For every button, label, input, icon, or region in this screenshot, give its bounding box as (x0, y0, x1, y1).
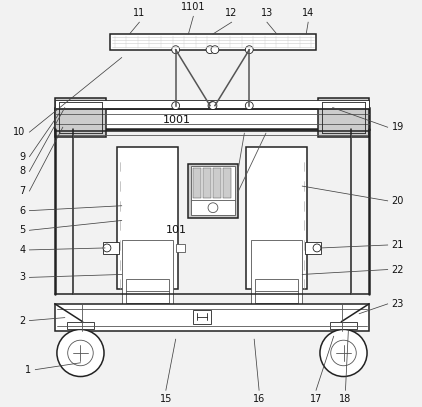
Text: 20: 20 (392, 196, 404, 206)
Circle shape (103, 244, 111, 252)
Bar (305, 242, 321, 254)
Text: 19: 19 (392, 122, 404, 132)
Circle shape (57, 329, 104, 376)
Bar (246, 147, 307, 289)
Bar (103, 242, 119, 254)
Circle shape (206, 46, 214, 54)
Circle shape (68, 340, 93, 366)
Text: 18: 18 (339, 394, 352, 404)
Bar (193, 310, 211, 324)
Bar (55, 304, 369, 331)
Text: 22: 22 (392, 265, 404, 275)
Bar (55, 100, 369, 107)
Text: 16: 16 (253, 394, 265, 404)
Bar (251, 240, 302, 309)
Text: 6: 6 (19, 206, 25, 216)
Bar (67, 322, 94, 329)
Bar (189, 164, 238, 217)
Text: 9: 9 (19, 152, 25, 162)
Text: 1101: 1101 (181, 2, 206, 12)
Text: 11: 11 (133, 8, 146, 18)
Text: 17: 17 (310, 394, 322, 404)
Text: 8: 8 (19, 166, 25, 176)
Bar (176, 244, 186, 252)
Circle shape (209, 102, 217, 109)
Bar (193, 168, 201, 198)
Circle shape (320, 329, 367, 376)
Circle shape (313, 244, 321, 252)
Text: 5: 5 (19, 225, 25, 235)
Bar (110, 34, 316, 50)
Circle shape (245, 46, 253, 54)
Bar (223, 168, 231, 198)
Circle shape (172, 46, 180, 54)
Bar (191, 200, 235, 214)
Bar (330, 322, 357, 329)
Circle shape (172, 102, 180, 109)
Bar (203, 168, 211, 198)
Text: 15: 15 (160, 394, 172, 404)
Text: 10: 10 (13, 127, 25, 137)
Circle shape (331, 340, 356, 366)
Circle shape (208, 203, 218, 212)
Text: 2: 2 (19, 315, 25, 326)
Bar (126, 279, 169, 303)
Text: 7: 7 (19, 186, 25, 196)
Text: 101: 101 (166, 225, 187, 235)
Text: 23: 23 (392, 299, 404, 309)
Bar (117, 147, 178, 289)
Circle shape (211, 46, 219, 54)
Text: 3: 3 (19, 272, 25, 282)
Bar (255, 279, 298, 303)
Bar (191, 166, 235, 201)
Text: 14: 14 (302, 8, 314, 18)
Text: 1001: 1001 (163, 115, 191, 125)
Circle shape (245, 102, 253, 109)
Text: 21: 21 (392, 240, 404, 250)
Circle shape (208, 102, 216, 109)
Text: 13: 13 (261, 8, 273, 18)
Text: 12: 12 (225, 8, 238, 18)
Bar (55, 107, 369, 129)
Text: 4: 4 (19, 245, 25, 255)
Bar (318, 98, 369, 137)
Bar (122, 240, 173, 309)
Bar (55, 98, 106, 137)
Text: 1: 1 (25, 365, 31, 375)
Bar (213, 168, 221, 198)
